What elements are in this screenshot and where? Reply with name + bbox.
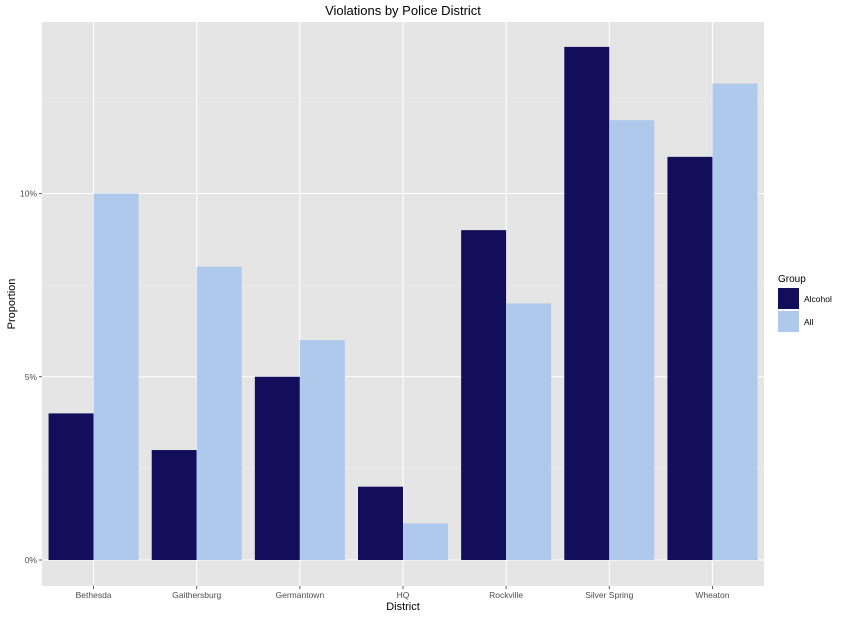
legend-swatch-all (778, 311, 799, 332)
bar-alcohol-gaithersburg (151, 450, 197, 560)
y-axis: 0% 5% 10% (20, 189, 42, 565)
bar-all-wheaton (712, 83, 758, 561)
bar-alcohol-rockville (461, 230, 507, 560)
x-tick-label: Wheaton (695, 590, 729, 600)
bar-alcohol-wheaton (667, 156, 713, 560)
x-axis: Bethesda Gaithersburg Germantown HQ Rockvill… (76, 586, 730, 600)
bar-alcohol-bethesda (48, 413, 94, 560)
legend-swatch-alcohol (778, 288, 799, 309)
x-tick-label: HQ (397, 590, 410, 600)
y-tick-label: 10% (20, 189, 37, 199)
bar-all-bethesda (93, 193, 139, 560)
x-tick-label: Bethesda (76, 590, 112, 600)
legend-label-alcohol: Alcohol (804, 294, 832, 304)
y-tick-label: 5% (25, 372, 38, 382)
bar-alcohol-silver-spring (564, 46, 610, 560)
y-axis-title: Proportion (6, 279, 18, 330)
bar-all-silver-spring (609, 120, 655, 560)
x-tick-label: Germantown (276, 590, 325, 600)
bar-alcohol-hq (358, 486, 403, 560)
x-axis-title: District (386, 601, 420, 613)
legend-label-all: All (804, 317, 814, 327)
bar-all-gaithersburg (196, 266, 242, 560)
bar-all-hq (403, 523, 448, 560)
y-tick-label: 0% (25, 555, 38, 565)
x-tick-label: Silver Spring (585, 590, 633, 600)
bars (48, 46, 758, 561)
bar-all-germantown (299, 340, 345, 560)
legend: Group Alcohol All (778, 274, 832, 332)
x-tick-label: Gaithersburg (172, 590, 221, 600)
bar-alcohol-germantown (254, 376, 300, 560)
legend-title: Group (778, 274, 806, 285)
bar-all-rockville (506, 303, 552, 560)
chart-title: Violations by Police District (325, 3, 481, 18)
x-tick-label: Rockville (489, 590, 523, 600)
